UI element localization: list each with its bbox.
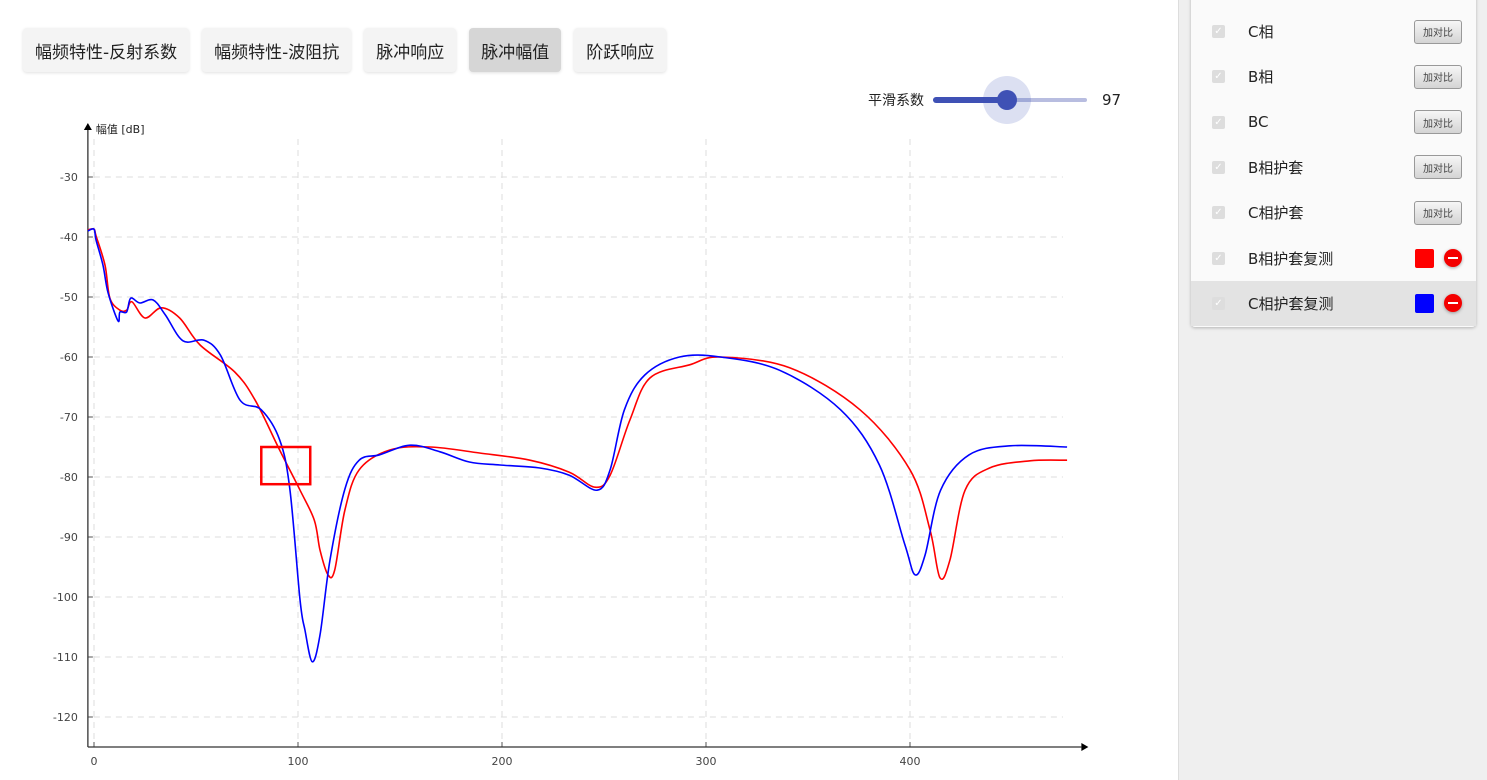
add-compare-button[interactable]: 加对比 <box>1414 19 1462 44</box>
smoothing-slider[interactable] <box>930 76 1090 124</box>
slider-thumb[interactable] <box>996 90 1017 110</box>
tab-impulse-amplitude[interactable]: 脉冲幅值 <box>469 28 562 72</box>
visibility-checkbox[interactable]: ✓ <box>1212 25 1225 38</box>
visibility-checkbox[interactable]: ✓ <box>1212 296 1225 310</box>
series-list-item[interactable]: ✓ B相 加对比 <box>1191 54 1476 99</box>
selection-box <box>260 445 312 486</box>
slider-fill <box>933 97 1007 103</box>
series-label: B相护套 <box>1248 158 1304 177</box>
series-label: C相护套 <box>1248 204 1304 223</box>
add-compare-button[interactable]: 加对比 <box>1414 110 1462 135</box>
series-label: C相 <box>1248 23 1274 41</box>
y-tick-label: -90 <box>60 531 78 544</box>
x-tick-label: 0 <box>91 755 98 768</box>
visibility-checkbox[interactable]: ✓ <box>1212 115 1225 129</box>
add-compare-button[interactable]: 加对比 <box>1414 155 1462 180</box>
y-tick-label: -30 <box>60 171 78 184</box>
smoothing-control: 平滑系数 97 <box>868 76 1122 124</box>
x-tick-label: 400 <box>900 755 921 768</box>
series-list-item[interactable]: ✓ B相护套 加对比 <box>1191 145 1476 190</box>
y-axis-label: 幅值 [dB] <box>96 123 145 136</box>
series-list: ✓ C相 加对比 ✓ B相 加对比 ✓ BC 加对比 ✓ B相护套 加对比 ✓ C相护套 加对比 ✓… <box>1191 0 1476 327</box>
y-tick-label: -120 <box>53 711 78 724</box>
smoothing-label: 平滑系数 <box>868 93 924 109</box>
visibility-checkbox[interactable]: ✓ <box>1212 70 1225 84</box>
series-list-item[interactable]: ✓ C相护套 加对比 <box>1191 190 1476 235</box>
series-label: B相护套复测 <box>1248 249 1334 268</box>
y-tick-label: -100 <box>53 591 78 604</box>
series-line <box>87 228 1068 580</box>
add-compare-button[interactable]: 加对比 <box>1414 64 1462 89</box>
series-line <box>87 228 1068 663</box>
series-list-item[interactable]: ✓ B相护套复测 <box>1191 236 1476 281</box>
series-panel: ✓ C相 加对比 ✓ B相 加对比 ✓ BC 加对比 ✓ B相护套 加对比 ✓ C相护套 加对比 ✓… <box>1178 0 1487 780</box>
series-list-item[interactable]: ✓ C相护套复测 <box>1191 280 1476 326</box>
y-tick-label: -40 <box>60 231 78 244</box>
x-tick-label: 100 <box>288 755 309 768</box>
tab-step-response[interactable]: 阶跃响应 <box>574 28 667 72</box>
x-tick-label: 300 <box>696 755 717 768</box>
y-axis-arrow <box>83 123 92 130</box>
visibility-checkbox[interactable]: ✓ <box>1212 206 1225 220</box>
tab-reflection-coefficient[interactable]: 幅频特性-反射系数 <box>23 28 190 72</box>
y-tick-label: -80 <box>60 471 78 484</box>
y-tick-label: -70 <box>60 411 78 424</box>
amplitude-chart: -30 -40 -50 -60 -70 -80 -90 -100 -110 -120 0 100 200… <box>53 123 1089 768</box>
series-list-item[interactable]: ✓ BC 加对比 <box>1191 100 1476 145</box>
remove-icon[interactable] <box>1444 249 1462 267</box>
y-tick-label: -110 <box>53 651 78 664</box>
y-tick-label: -50 <box>60 291 78 304</box>
y-tick-label: -60 <box>60 351 78 364</box>
tab-bar: 幅频特性-反射系数 幅频特性-波阻抗 脉冲响应 脉冲幅值 阶跃响应 <box>23 28 667 72</box>
series-list-item[interactable]: ✓ C相 加对比 <box>1191 9 1476 54</box>
smoothing-value: 97 <box>1102 91 1122 109</box>
tab-wave-impedance[interactable]: 幅频特性-波阻抗 <box>202 28 352 72</box>
visibility-checkbox[interactable]: ✓ <box>1212 251 1225 265</box>
x-axis-arrow <box>1081 743 1089 751</box>
series-color-swatch[interactable] <box>1415 293 1434 313</box>
series-label: BC <box>1248 113 1269 132</box>
remove-icon[interactable] <box>1444 294 1462 313</box>
series-label: B相 <box>1248 68 1274 87</box>
x-tick-label: 200 <box>492 755 513 768</box>
add-compare-button[interactable]: 加对比 <box>1414 200 1462 225</box>
visibility-checkbox[interactable]: ✓ <box>1212 160 1225 174</box>
series-label: C相护套复测 <box>1248 294 1334 313</box>
series-color-swatch[interactable] <box>1415 248 1434 268</box>
tab-impulse-response[interactable]: 脉冲响应 <box>364 28 457 72</box>
